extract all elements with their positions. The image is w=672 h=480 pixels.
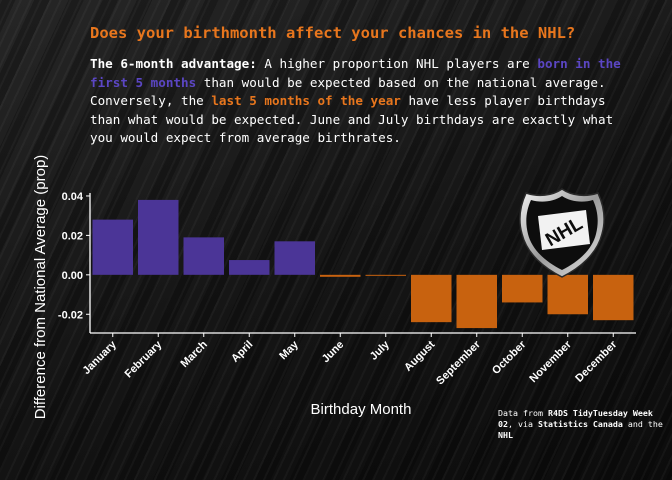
caption-text-2: , via xyxy=(508,419,538,429)
y-axis-title: Difference from National Average (prop) xyxy=(32,155,49,420)
bar-april xyxy=(229,260,270,275)
bar-june xyxy=(320,274,361,277)
bar-september xyxy=(456,274,497,329)
description-part3: have less player birthdays than what wou… xyxy=(90,93,614,145)
description-highlight-first-months: born in the first 5 months xyxy=(90,56,621,90)
y-tick-label: 0.02 xyxy=(62,230,83,242)
data-source-caption: Data from R4DS TidyTuesday Week 02, via … xyxy=(498,408,668,441)
bar-october xyxy=(502,274,543,303)
bar-march xyxy=(183,237,224,275)
description-part2: than would be expected based on the nati… xyxy=(90,74,606,109)
y-tick-label: -0.02 xyxy=(58,309,83,321)
nhl-logo: NHL xyxy=(519,188,605,278)
bar-january xyxy=(92,219,133,275)
bar-may xyxy=(274,241,315,275)
bar-july xyxy=(365,274,406,276)
description-lead: The 6-month advantage: xyxy=(90,56,257,71)
chart-title: Does your birthmonth affect your chances… xyxy=(90,24,576,42)
x-tick-label-april: April xyxy=(229,339,255,365)
x-tick-label-december: December xyxy=(573,338,620,385)
x-tick-label-may: May xyxy=(277,338,301,362)
x-tick-label-february: February xyxy=(123,338,165,380)
description-part1: A higher proportion NHL players are xyxy=(256,56,538,71)
x-tick-label-september: September xyxy=(434,338,483,387)
x-tick-label-march: March xyxy=(178,338,210,370)
x-tick-label-october: October xyxy=(490,338,529,377)
caption-text-1: Data from xyxy=(498,408,548,418)
description-highlight-last-months: last 5 months of the year xyxy=(211,93,401,108)
x-tick-label-july: July xyxy=(368,338,393,363)
caption-text-3: and the xyxy=(622,419,663,429)
caption-source-nhl: NHL xyxy=(498,430,513,440)
bars-group xyxy=(92,199,634,329)
caption-source-statcan: Statistics Canada xyxy=(537,419,623,429)
x-tick-label-june: June xyxy=(320,339,347,366)
x-axis-title: Birthday Month xyxy=(311,401,412,418)
x-tick-label-november: November xyxy=(527,338,574,385)
caption-source-tidytuesday: R4DS TidyTuesday Week 02 xyxy=(498,408,653,429)
y-tick-label: 0.00 xyxy=(62,270,83,282)
x-tick-label-january: January xyxy=(81,338,120,377)
y-tick-label: 0.04 xyxy=(62,191,84,203)
x-tick-label-august: August xyxy=(402,338,438,374)
bar-august xyxy=(411,274,452,323)
bar-february xyxy=(138,199,179,275)
bar-november xyxy=(547,274,588,315)
chart-description: The 6-month advantage: A higher proporti… xyxy=(90,55,630,148)
bar-december xyxy=(593,274,634,321)
